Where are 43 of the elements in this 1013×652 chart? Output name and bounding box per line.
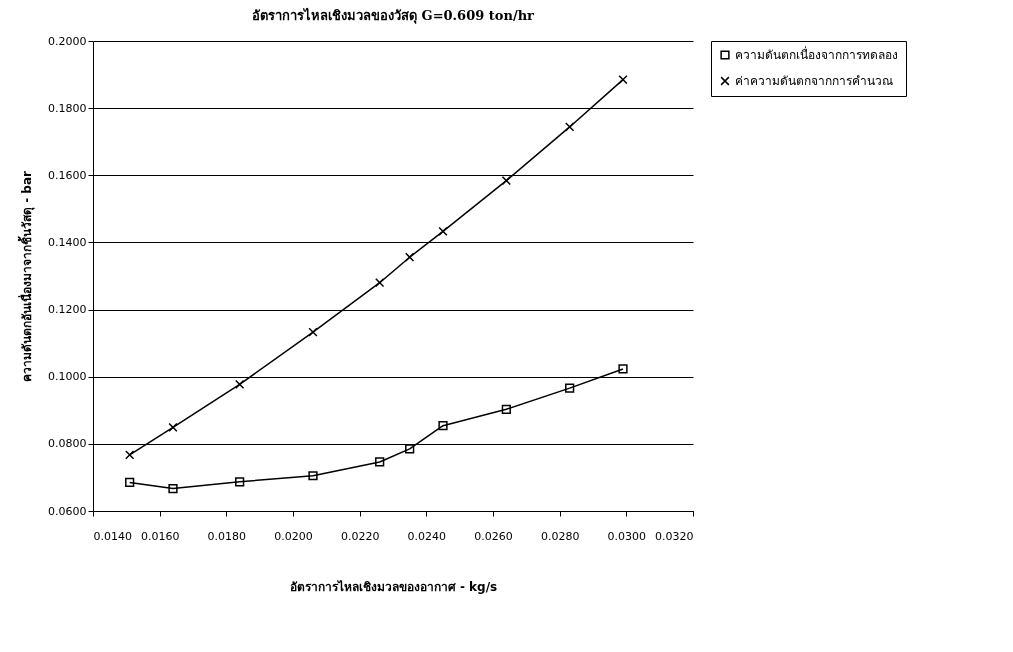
point <box>501 176 511 186</box>
x-tick-label: 0.0280 <box>540 529 580 543</box>
y-tick-label: 0.1400 <box>48 235 87 249</box>
y-tick-label: 0.0800 <box>48 437 87 451</box>
y-tick-label: 0.1000 <box>48 370 87 384</box>
x-tick-label: 0.0140 <box>93 529 132 543</box>
point <box>618 74 628 85</box>
x-tick-label: 0.0180 <box>207 529 247 543</box>
x-tick-label: 0.0300 <box>607 529 647 543</box>
x-tick-label: 0.0160 <box>140 529 180 543</box>
point <box>168 483 178 494</box>
point <box>375 278 385 288</box>
point <box>565 383 575 393</box>
point <box>235 477 245 487</box>
x-axis-title: อัตราการไหลเชิงมวลของอากาศ - kg/s <box>289 578 498 594</box>
chart-title: อัตราการไหลเชิงมวลของวัสดุ G=0.609 ton/hr <box>252 7 535 24</box>
x-tick-label: 0.0220 <box>340 529 380 543</box>
point <box>438 226 448 236</box>
point <box>618 364 628 374</box>
point <box>501 404 511 414</box>
y-tick-label: 0.1800 <box>48 101 87 115</box>
x-tick-label: 0.0240 <box>407 529 447 543</box>
y-tick-label: 0.1200 <box>48 303 87 317</box>
point <box>375 457 385 467</box>
y-tick-label: 0.0600 <box>48 504 87 518</box>
point <box>565 122 575 132</box>
point <box>438 421 448 431</box>
y-tick-label: 0.2000 <box>48 34 87 48</box>
point <box>125 477 135 488</box>
y-axis-title: ความดันตกอันเนื่องมาจากชิ้นวัสดุ - bar <box>17 170 36 382</box>
y-tick-label: 0.1600 <box>48 168 87 182</box>
x-tick-label: 0.0320 <box>655 529 694 543</box>
legend-label: ความดันตกเนื่องจากการทดลอง <box>735 46 898 62</box>
point <box>308 471 318 481</box>
x-tick-label: 0.0200 <box>274 529 313 543</box>
legend-label: ค่าความดันตกจากการคำนวณ <box>735 74 893 88</box>
point <box>405 252 415 262</box>
point <box>308 327 318 337</box>
point <box>125 450 135 460</box>
x-tick-label: 0.0260 <box>474 529 513 543</box>
point <box>168 422 178 433</box>
point <box>405 444 415 454</box>
point <box>235 379 245 390</box>
